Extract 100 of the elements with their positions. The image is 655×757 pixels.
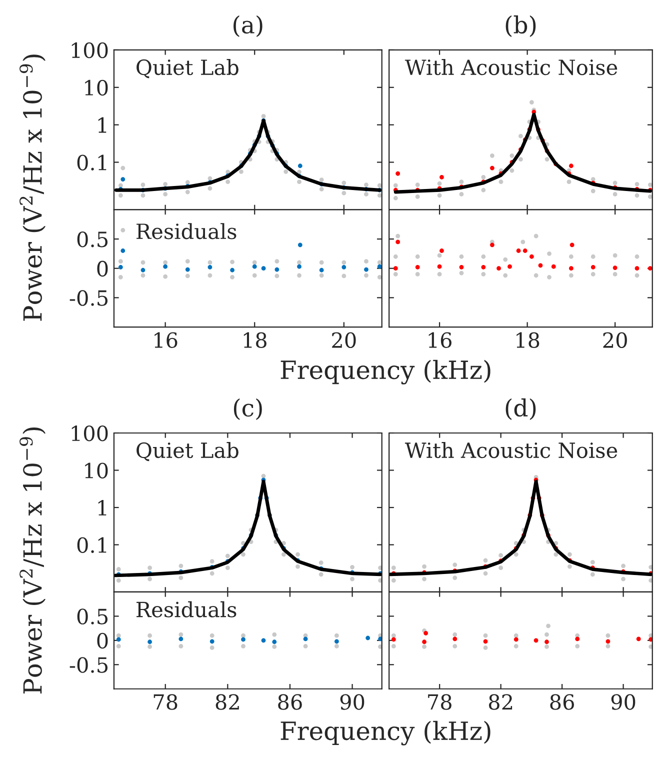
point: [297, 273, 302, 278]
point: [534, 273, 538, 278]
point: [538, 263, 543, 268]
point: [508, 264, 512, 269]
point: [481, 174, 486, 180]
point: [459, 270, 464, 276]
y-tick-label: 0.1: [77, 154, 106, 170]
point: [378, 566, 382, 570]
y-axis-title: Power (V$^{2}$/Hz x 10$^{−9}$): [20, 428, 46, 694]
point: [530, 254, 534, 259]
point: [634, 254, 640, 259]
point: [606, 639, 610, 644]
point: [440, 248, 444, 253]
chart-title: (c): [234, 398, 262, 420]
point: [590, 254, 596, 259]
point: [178, 636, 184, 642]
point: [239, 169, 244, 174]
point: [252, 264, 257, 269]
point: [342, 264, 346, 270]
point: [163, 264, 168, 269]
y-tick-label: 0: [97, 260, 108, 277]
point: [178, 632, 184, 637]
point: [208, 273, 212, 278]
point: [274, 267, 280, 272]
x-tick-label: 82: [488, 694, 512, 710]
point: [452, 562, 458, 567]
point: [261, 474, 266, 478]
point: [118, 183, 123, 188]
x-tick-label: 78: [154, 694, 178, 710]
point: [140, 268, 146, 272]
point: [437, 253, 442, 258]
point: [282, 552, 286, 557]
y-tick-label: 10: [85, 80, 108, 96]
point: [241, 633, 246, 638]
point: [118, 264, 123, 270]
point: [116, 644, 121, 648]
point: [210, 559, 214, 564]
point: [393, 196, 398, 200]
x-axis-title: Frequency (kHz): [280, 360, 490, 384]
point: [208, 176, 212, 181]
point: [391, 578, 396, 583]
point: [481, 188, 486, 192]
point: [318, 560, 324, 565]
point: [178, 644, 184, 648]
point: [634, 193, 640, 198]
point: [261, 114, 266, 118]
point: [452, 576, 458, 580]
point: [575, 636, 580, 642]
point: [551, 264, 556, 269]
annotation: Quiet Lab: [136, 59, 238, 78]
point: [648, 578, 652, 583]
point: [120, 166, 126, 170]
y-tick-label: 1: [98, 117, 106, 133]
point: [391, 644, 396, 648]
point: [422, 644, 426, 649]
point: [298, 242, 302, 248]
point: [120, 248, 126, 253]
point: [252, 260, 257, 265]
x-tick-label: 78: [428, 694, 452, 710]
point: [303, 636, 308, 642]
point: [391, 633, 396, 638]
point: [163, 274, 168, 279]
point: [437, 181, 442, 186]
point: [297, 264, 302, 269]
point: [459, 264, 464, 270]
point: [575, 644, 580, 648]
point: [252, 273, 257, 278]
point: [648, 637, 652, 642]
point: [185, 259, 190, 264]
chart-title: (a): [234, 15, 262, 37]
point: [120, 228, 126, 232]
point: [648, 564, 652, 570]
point: [185, 267, 190, 272]
y-tick-label: 0: [97, 632, 108, 649]
point: [612, 253, 618, 258]
point: [342, 190, 346, 196]
point: [612, 192, 618, 196]
point: [459, 192, 464, 196]
point: [452, 636, 458, 642]
point: [568, 266, 574, 271]
point: [422, 576, 426, 582]
point: [547, 274, 552, 280]
point: [415, 182, 420, 187]
point: [459, 180, 464, 184]
y-tick-label: 0.1: [77, 537, 106, 553]
point: [568, 564, 572, 569]
point: [568, 254, 574, 259]
y-tick-label: 100: [72, 425, 108, 442]
point: [118, 259, 123, 264]
point: [364, 267, 368, 272]
point: [391, 566, 396, 570]
point: [272, 640, 277, 644]
point: [118, 193, 123, 198]
point: [590, 264, 596, 270]
point: [297, 170, 302, 174]
x-tick-label: 16: [154, 332, 178, 348]
point: [554, 552, 558, 557]
point: [377, 193, 382, 198]
point: [391, 637, 396, 642]
point: [415, 272, 420, 276]
